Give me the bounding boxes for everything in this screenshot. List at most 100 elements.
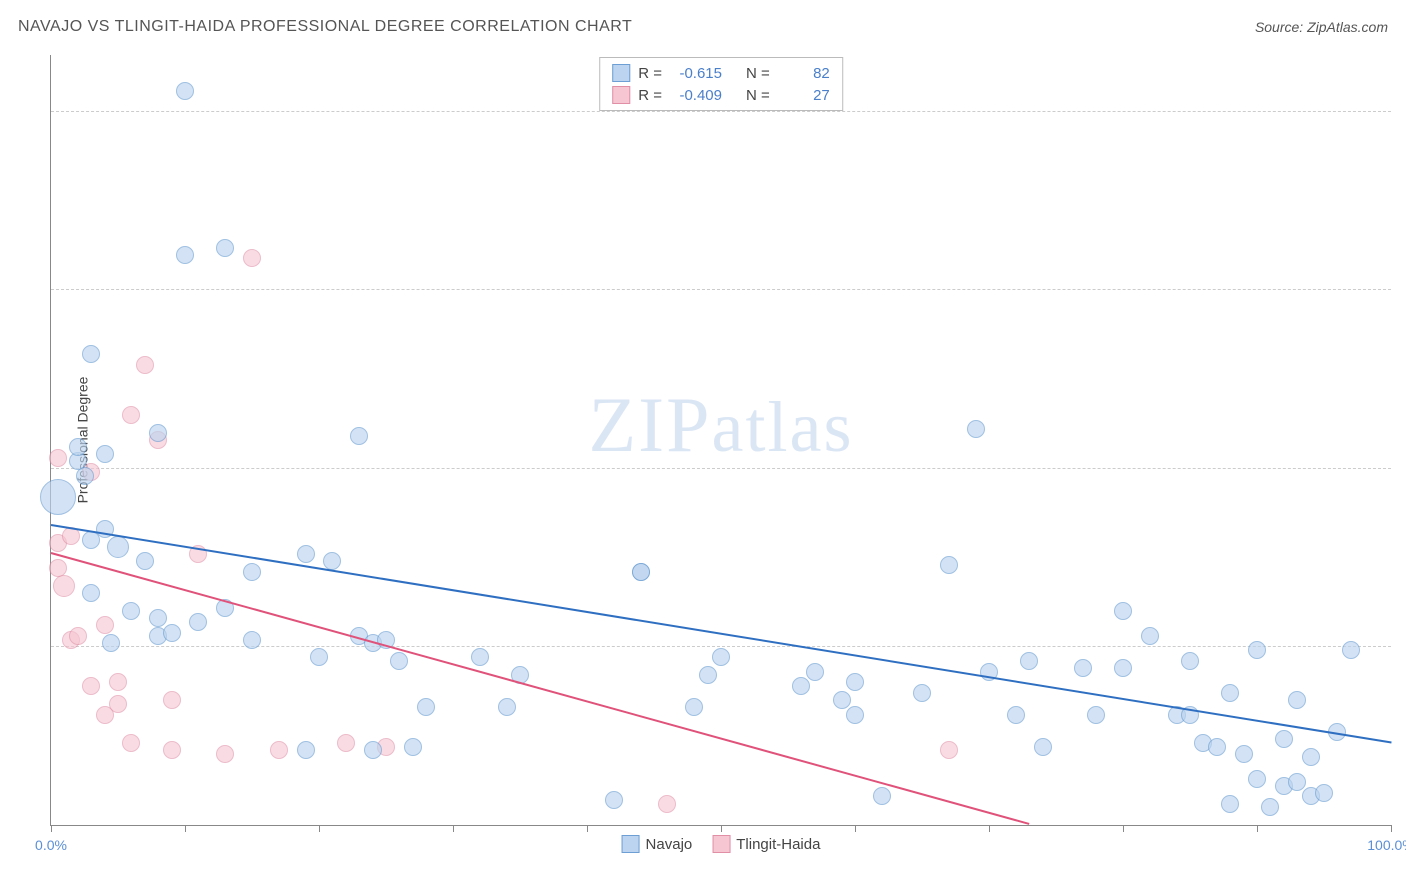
- navajo-point: [82, 584, 100, 602]
- chart-title: NAVAJO VS TLINGIT-HAIDA PROFESSIONAL DEG…: [18, 18, 632, 36]
- navajo-point: [350, 427, 368, 445]
- swatch-navajo: [622, 835, 640, 853]
- navajo-point: [1074, 659, 1092, 677]
- legend-row-tlingit: R = -0.409 N = 27: [612, 84, 830, 106]
- x-tick: [989, 825, 990, 832]
- navajo-point: [1315, 784, 1333, 802]
- x-tick-label: 0.0%: [35, 837, 67, 853]
- navajo-point: [176, 246, 194, 264]
- legend-series-navajo: Navajo: [622, 835, 693, 853]
- watermark: ZIPatlas: [589, 380, 854, 470]
- navajo-point: [792, 677, 810, 695]
- navajo-point: [498, 698, 516, 716]
- navajo-point: [913, 684, 931, 702]
- tlingit-point: [270, 741, 288, 759]
- y-tick-label: 2.5%: [1396, 639, 1406, 655]
- navajo-point: [1261, 798, 1279, 816]
- grid-line: [51, 468, 1391, 469]
- navajo-point: [1087, 706, 1105, 724]
- x-tick: [1257, 825, 1258, 832]
- swatch-navajo: [612, 64, 630, 82]
- navajo-point: [605, 791, 623, 809]
- tlingit-point: [216, 745, 234, 763]
- navajo-point: [40, 479, 76, 515]
- tlingit-point: [82, 677, 100, 695]
- navajo-point: [107, 536, 129, 558]
- navajo-point: [1114, 602, 1132, 620]
- navajo-point: [216, 239, 234, 257]
- swatch-tlingit: [612, 86, 630, 104]
- navajo-point: [390, 652, 408, 670]
- navajo-point: [1141, 627, 1159, 645]
- navajo-point: [712, 648, 730, 666]
- tlingit-point: [163, 741, 181, 759]
- navajo-point: [1208, 738, 1226, 756]
- x-tick: [1391, 825, 1392, 832]
- tlingit-point: [109, 695, 127, 713]
- x-tick: [319, 825, 320, 832]
- navajo-point: [323, 552, 341, 570]
- navajo-point: [163, 624, 181, 642]
- x-tick: [587, 825, 588, 832]
- navajo-point: [96, 445, 114, 463]
- navajo-point: [297, 741, 315, 759]
- navajo-point: [1221, 684, 1239, 702]
- navajo-point: [632, 563, 650, 581]
- navajo-point: [1020, 652, 1038, 670]
- navajo-point: [243, 563, 261, 581]
- navajo-point: [189, 613, 207, 631]
- tlingit-point: [163, 691, 181, 709]
- x-tick: [1123, 825, 1124, 832]
- tlingit-point: [940, 741, 958, 759]
- tlingit-point: [337, 734, 355, 752]
- navajo-point: [685, 698, 703, 716]
- navajo-point: [102, 634, 120, 652]
- navajo-point: [873, 787, 891, 805]
- y-tick-label: 7.5%: [1396, 282, 1406, 298]
- navajo-point: [846, 706, 864, 724]
- tlingit-point: [243, 249, 261, 267]
- navajo-point: [967, 420, 985, 438]
- x-tick: [721, 825, 722, 832]
- navajo-point: [471, 648, 489, 666]
- x-tick: [855, 825, 856, 832]
- tlingit-point: [658, 795, 676, 813]
- navajo-point: [136, 552, 154, 570]
- grid-line: [51, 111, 1391, 112]
- tlingit-trend-line: [51, 552, 1030, 825]
- navajo-point: [297, 545, 315, 563]
- x-tick: [453, 825, 454, 832]
- navajo-point: [122, 602, 140, 620]
- navajo-point: [833, 691, 851, 709]
- navajo-point: [1181, 652, 1199, 670]
- navajo-point: [1034, 738, 1052, 756]
- navajo-point: [1221, 795, 1239, 813]
- navajo-point: [69, 438, 87, 456]
- navajo-point: [1248, 641, 1266, 659]
- navajo-point: [699, 666, 717, 684]
- x-tick-label: 100.0%: [1367, 837, 1406, 853]
- grid-line: [51, 289, 1391, 290]
- navajo-point: [1275, 730, 1293, 748]
- navajo-point: [1342, 641, 1360, 659]
- tlingit-point: [122, 734, 140, 752]
- y-tick-label: 10.0%: [1396, 104, 1406, 120]
- navajo-point: [310, 648, 328, 666]
- navajo-point: [1288, 691, 1306, 709]
- navajo-point: [149, 424, 167, 442]
- navajo-point: [806, 663, 824, 681]
- tlingit-point: [96, 616, 114, 634]
- navajo-point: [149, 609, 167, 627]
- x-tick: [185, 825, 186, 832]
- navajo-point: [1007, 706, 1025, 724]
- navajo-point: [846, 673, 864, 691]
- navajo-point: [82, 345, 100, 363]
- tlingit-point: [122, 406, 140, 424]
- navajo-point: [404, 738, 422, 756]
- navajo-point: [364, 741, 382, 759]
- tlingit-point: [53, 575, 75, 597]
- tlingit-point: [69, 627, 87, 645]
- swatch-tlingit: [712, 835, 730, 853]
- navajo-point: [1288, 773, 1306, 791]
- legend-series: Navajo Tlingit-Haida: [622, 835, 821, 853]
